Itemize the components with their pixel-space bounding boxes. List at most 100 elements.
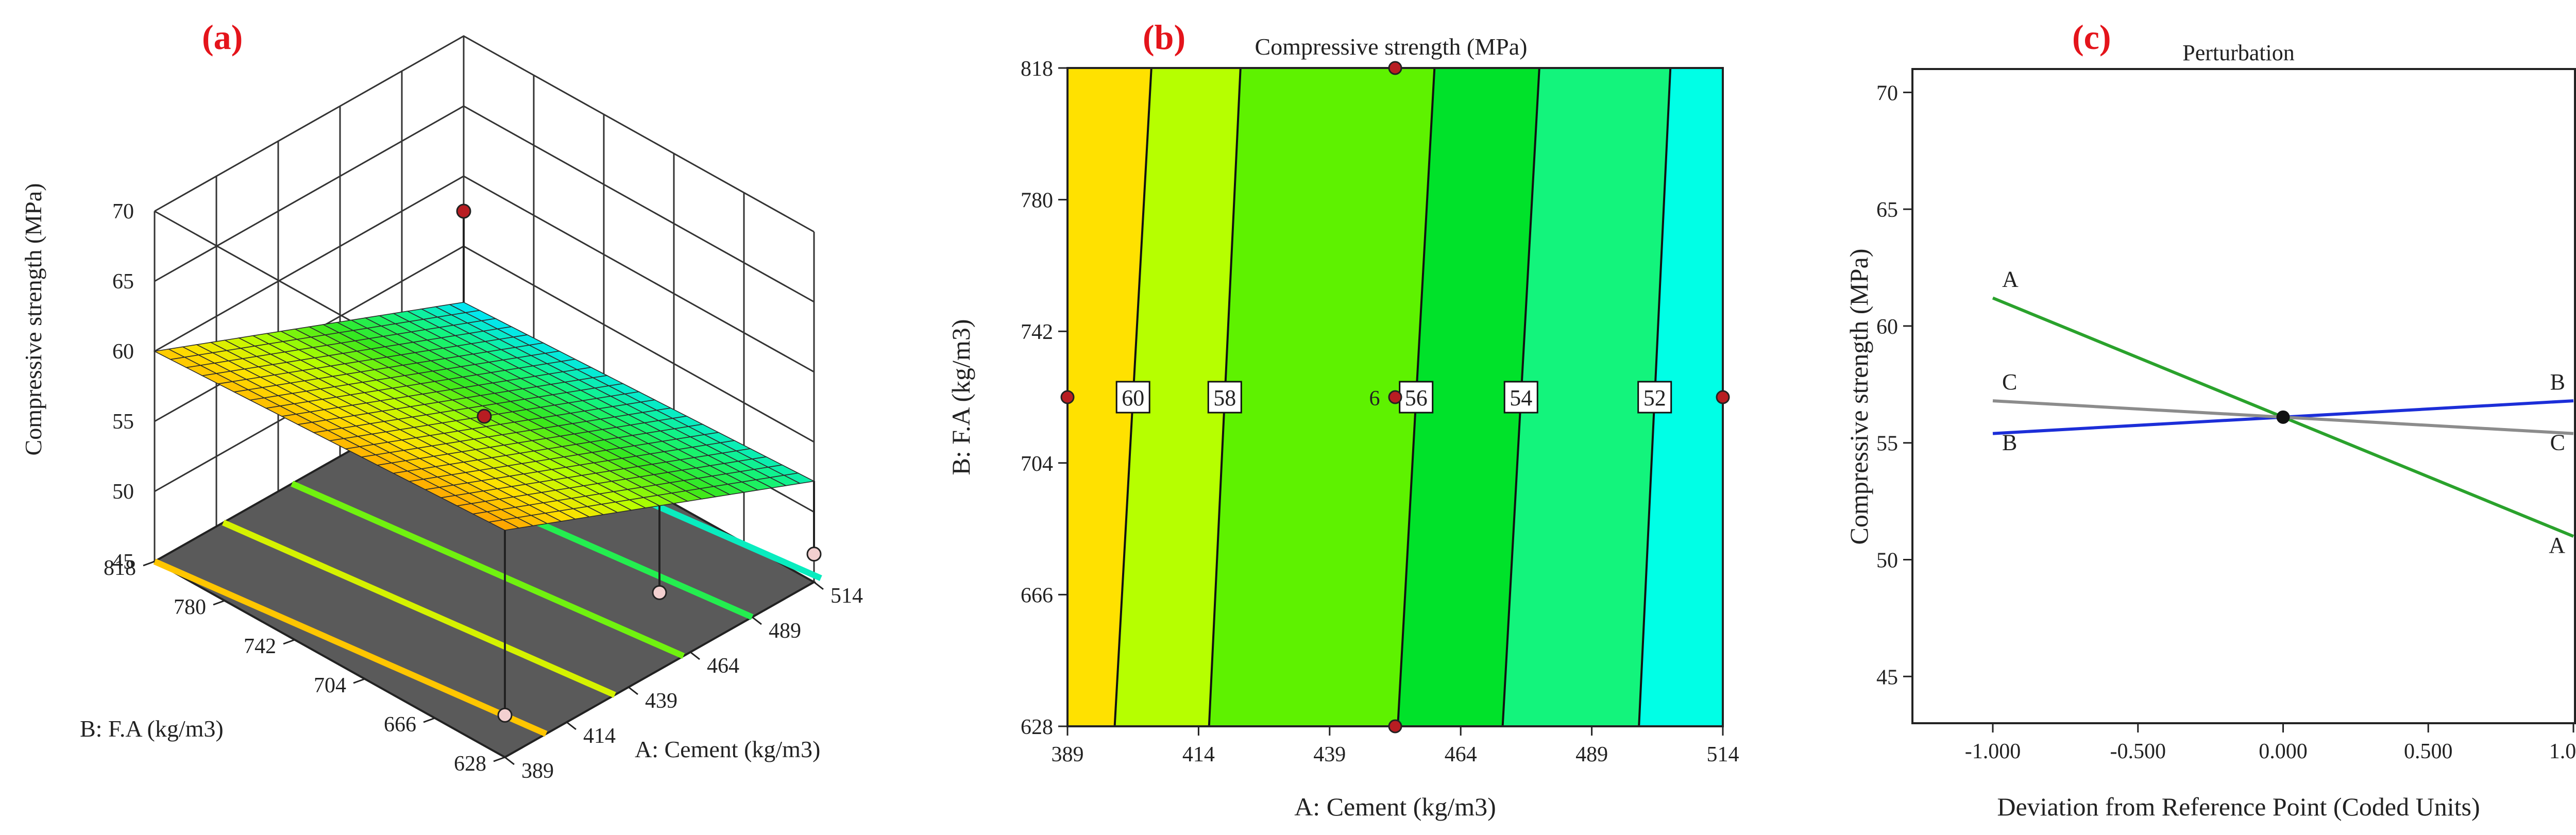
floor-contour-line [222,519,616,698]
panel-label-c: (c) [2072,18,2111,57]
reference-point-marker [2276,410,2290,424]
design-point-marker [806,547,822,562]
contour-level-label: 52 [1643,385,1666,411]
design-point-marker [1388,61,1402,75]
series-label-C: C [2550,430,2565,455]
series-label-A: A [2002,267,2019,292]
contour-title: Compressive strength (MPa) [1255,33,1528,60]
y-tick-mark [283,639,295,645]
y-tick-label: 742 [1021,320,1053,344]
perturbation-plot-frame [1911,68,2576,724]
floor-contour-line [153,558,548,737]
x-tick-label: 514 [1707,743,1739,766]
x-tick-label: 439 [1313,743,1346,766]
y-tick-label: 70 [1876,81,1898,105]
contour-level-label: 54 [1510,385,1532,411]
y-tick-mark [353,678,365,684]
x-tick-label: -1.000 [1965,740,2021,763]
y-tick-label: 704 [314,674,346,697]
y-tick-label: 60 [1876,315,1898,339]
y-tick-label: 65 [1876,198,1898,222]
y-tick-label: 628 [1021,715,1053,739]
x-tick-label: 0.500 [2404,740,2453,763]
z-tick-label: 60 [112,340,134,364]
perturbation-series: A A B B C C [1992,267,2574,558]
surface-axis-ticks: 45 50 55 60 65 70 389 414 439 464 489 514 628 666 704 7… [104,200,863,783]
x-tick-mark [628,686,638,695]
contour-design-points: 6 [1060,61,1730,734]
x-tick-label: 389 [521,759,554,783]
z-tick-label: 65 [112,270,134,294]
y-tick-label: 818 [104,556,136,580]
wall-grid-line [154,35,815,233]
x-tick-label: 464 [1445,743,1477,766]
y-tick-label: 666 [384,713,416,737]
surface-y-axis-title: B: F.A (kg/m3) [80,715,224,742]
surface-mesh-cell [487,519,520,531]
y-tick-label: 666 [1021,584,1053,607]
response-surface [153,301,816,531]
x-tick-mark [504,756,515,765]
y-tick-mark [213,600,225,606]
y-tick-label: 818 [1021,57,1053,81]
perturbation-y-axis-title: Compressive strength (MPa) [1844,249,1873,545]
contour-band [1209,68,1435,726]
y-tick-label: 780 [1021,189,1053,213]
contour-bands [1067,68,1723,726]
y-tick-mark [493,756,505,762]
series-label-B: B [2002,430,2017,455]
perturbation-axis-ticks: -1.000 -0.500 0.000 0.500 1.000 45 50 55 60 65 70 [1876,81,2576,763]
contour-band [1502,68,1671,726]
design-point-marker [497,707,513,723]
contour-level-label-box [1637,381,1672,414]
x-tick-label: 489 [769,619,801,643]
perturbation-plot-panel: (c) Perturbation -1.000 -0.500 0.000 0.500 1… [1844,18,2576,821]
x-tick-label: 414 [583,724,616,748]
contour-level-label: 60 [1122,385,1144,411]
series-label-C: C [2002,369,2017,395]
x-tick-mark [752,616,762,625]
wall-grid-line [154,175,815,373]
x-tick-label: 489 [1575,743,1608,766]
contour-level-label-box [1399,381,1434,414]
y-tick-label: 50 [1876,549,1898,573]
center-point-count-label: 6 [1369,387,1380,411]
contour-band [1398,68,1539,726]
panel-label-b: (b) [1143,18,1185,57]
x-tick-label: 414 [1182,743,1215,766]
perturbation-x-axis-title: Deviation from Reference Point (Coded Un… [1997,792,2480,821]
contour-y-axis-title: B: F.A (kg/m3) [946,319,975,475]
contour-band [1067,68,1151,726]
y-tick-label: 704 [1021,452,1053,476]
z-tick-label: 70 [112,200,134,224]
floor-contour-line [291,481,685,659]
z-tick-label: 50 [112,480,134,504]
design-point-marker [456,203,471,219]
contour-level-label-box [1207,381,1242,414]
surface-z-axis-title: Compressive strength (MPa) [20,183,46,456]
contour-band [1114,68,1241,726]
series-label-A: A [2549,533,2565,558]
x-tick-mark [690,651,700,660]
y-tick-label: 628 [454,752,486,776]
design-point-marker [1060,390,1075,404]
design-point-marker [1716,390,1730,404]
contour-level-label: 58 [1213,385,1236,411]
y-tick-label: 742 [244,635,276,658]
y-tick-label: 55 [1876,432,1898,456]
perturbation-title: Perturbation [2182,40,2295,65]
y-tick-label: 45 [1876,666,1898,689]
surface-x-axis-title: A: Cement (kg/m3) [635,736,820,762]
y-tick-label: 780 [174,595,206,619]
contour-level-label: 56 [1405,385,1428,411]
x-tick-label: 389 [1052,743,1084,766]
contour-level-label-box [1503,381,1538,414]
design-point-marker [1388,719,1402,734]
x-tick-mark [814,581,824,590]
wall-grid-line [154,105,815,303]
z-tick-label: 55 [112,410,134,434]
x-tick-label: 1.000 [2549,740,2576,763]
contour-level-label-box [1115,381,1150,414]
x-tick-label: 439 [645,689,677,713]
